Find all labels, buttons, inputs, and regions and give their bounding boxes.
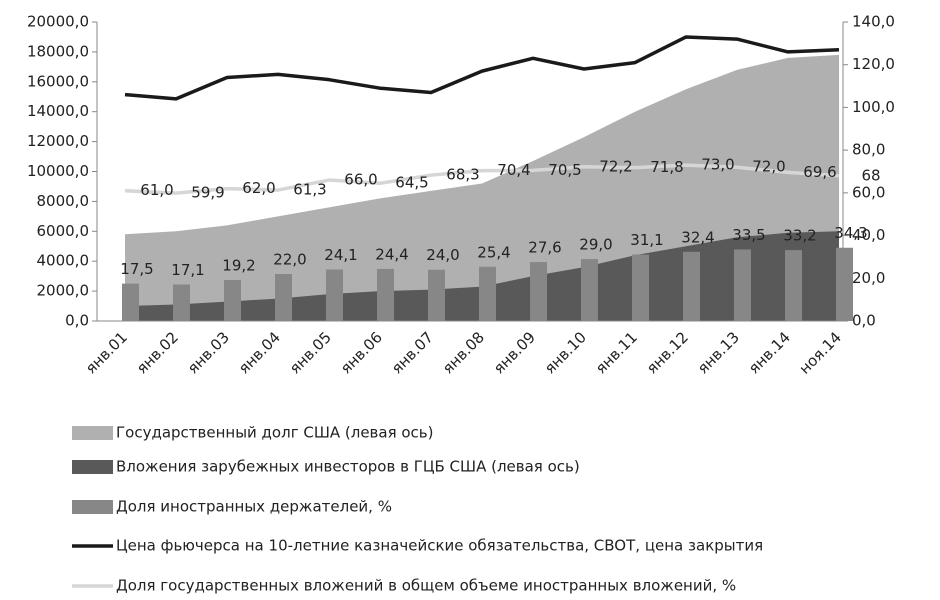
data-label: 69,6 <box>803 163 836 181</box>
bar <box>836 247 853 321</box>
y-tick-label: 20000,0 <box>27 13 89 31</box>
line <box>124 163 840 195</box>
data-label: 72,0 <box>752 158 785 176</box>
data-label: 68,3 <box>446 166 479 184</box>
legend-label: Вложения зарубежных инвесторов в ГЦБ США… <box>116 458 580 476</box>
legend-label: Государственный долг США (левая ось) <box>116 424 434 442</box>
x-tick-label: янв.07 <box>388 328 437 377</box>
y-tick-label: 6000,0 <box>37 222 90 240</box>
x-tick-label: янв.10 <box>541 328 590 377</box>
x-tick-label: янв.01 <box>82 328 131 377</box>
data-label: 33,2 <box>783 227 816 245</box>
y-tick-label: 4000,0 <box>37 252 90 270</box>
data-label: 70,4 <box>497 161 530 179</box>
legend-swatch <box>72 460 113 474</box>
data-label: 73,0 <box>701 156 734 174</box>
x-tick-label: янв.13 <box>694 328 743 377</box>
legend-label: Доля государственных вложений в общем об… <box>116 577 736 595</box>
bar <box>122 283 139 321</box>
legend-label: Доля иностранных держателей, % <box>116 498 392 516</box>
bar <box>275 274 292 321</box>
y-tick-label: 12000,0 <box>27 132 89 150</box>
y2-tick-label: 40,0 <box>852 226 885 244</box>
data-label: 59,9 <box>191 184 224 202</box>
bar <box>428 269 445 321</box>
y2-tick-label: 120,0 <box>852 55 895 73</box>
y-tick-label: 8000,0 <box>37 192 90 210</box>
data-label: 64,5 <box>395 174 428 192</box>
x-tick-label: янв.02 <box>133 328 182 377</box>
bar <box>224 279 241 321</box>
data-label: 33,5 <box>732 226 765 244</box>
y2-tick-label: 60,0 <box>852 183 885 201</box>
data-label: 66,0 <box>344 171 377 189</box>
bar <box>734 249 751 321</box>
data-label: 32,4 <box>681 228 714 246</box>
data-label: 17,5 <box>120 260 153 278</box>
data-label: 61,3 <box>293 181 326 199</box>
data-label: 29,0 <box>579 236 612 254</box>
y2-tick-label: 0,0 <box>852 312 876 330</box>
data-label: 24,0 <box>426 246 459 264</box>
bar <box>581 259 598 321</box>
x-tick-label: янв.09 <box>490 328 539 377</box>
data-label: 24,4 <box>375 245 408 263</box>
legend-label: Цена фьючерса на 10-летние казначейские … <box>116 537 763 555</box>
data-label: 22,0 <box>273 251 306 269</box>
data-label: 62,0 <box>242 179 275 197</box>
y-tick-label: 16000,0 <box>27 72 89 90</box>
bar <box>173 284 190 321</box>
bar <box>785 250 802 321</box>
x-tick-label: янв.05 <box>286 328 335 377</box>
x-tick-label: ноя.14 <box>796 328 845 377</box>
line <box>124 35 840 101</box>
x-tick-label: янв.04 <box>235 328 284 377</box>
data-label: 61,0 <box>140 181 173 199</box>
data-label: 19,2 <box>222 256 255 274</box>
legend-swatch <box>72 426 113 440</box>
data-label: 31,1 <box>630 231 663 249</box>
y2-tick-label: 100,0 <box>852 98 895 116</box>
y2-tick-label: 80,0 <box>852 141 885 159</box>
bar <box>377 268 394 321</box>
legend-swatch <box>72 500 113 514</box>
y-tick-label: 10000,0 <box>27 162 89 180</box>
data-label: 27,6 <box>528 239 561 257</box>
bar <box>632 254 649 321</box>
y-tick-label: 14000,0 <box>27 102 89 120</box>
bar <box>326 269 343 321</box>
data-label: 24,1 <box>324 246 357 264</box>
bar <box>683 251 700 321</box>
area <box>125 231 839 321</box>
y-tick-label: 18000,0 <box>27 42 89 60</box>
y-tick-label: 0,0 <box>65 312 89 330</box>
y2-tick-label: 140,0 <box>852 13 895 31</box>
bar <box>530 262 547 321</box>
y2-tick-label: 20,0 <box>852 269 885 287</box>
x-tick-label: янв.12 <box>643 328 692 377</box>
x-tick-label: янв.06 <box>337 328 386 377</box>
x-tick-label: янв.14 <box>745 328 794 377</box>
data-label: 68 <box>861 166 880 184</box>
x-tick-label: янв.03 <box>184 328 233 377</box>
data-label: 72,2 <box>599 157 632 175</box>
data-label: 71,8 <box>650 158 683 176</box>
data-label: 25,4 <box>477 243 510 261</box>
data-label: 70,5 <box>548 161 581 179</box>
bar <box>479 266 496 321</box>
x-tick-label: янв.11 <box>592 328 641 377</box>
x-tick-label: янв.08 <box>439 328 488 377</box>
data-label: 17,1 <box>171 261 204 279</box>
y-tick-label: 2000,0 <box>37 282 90 300</box>
